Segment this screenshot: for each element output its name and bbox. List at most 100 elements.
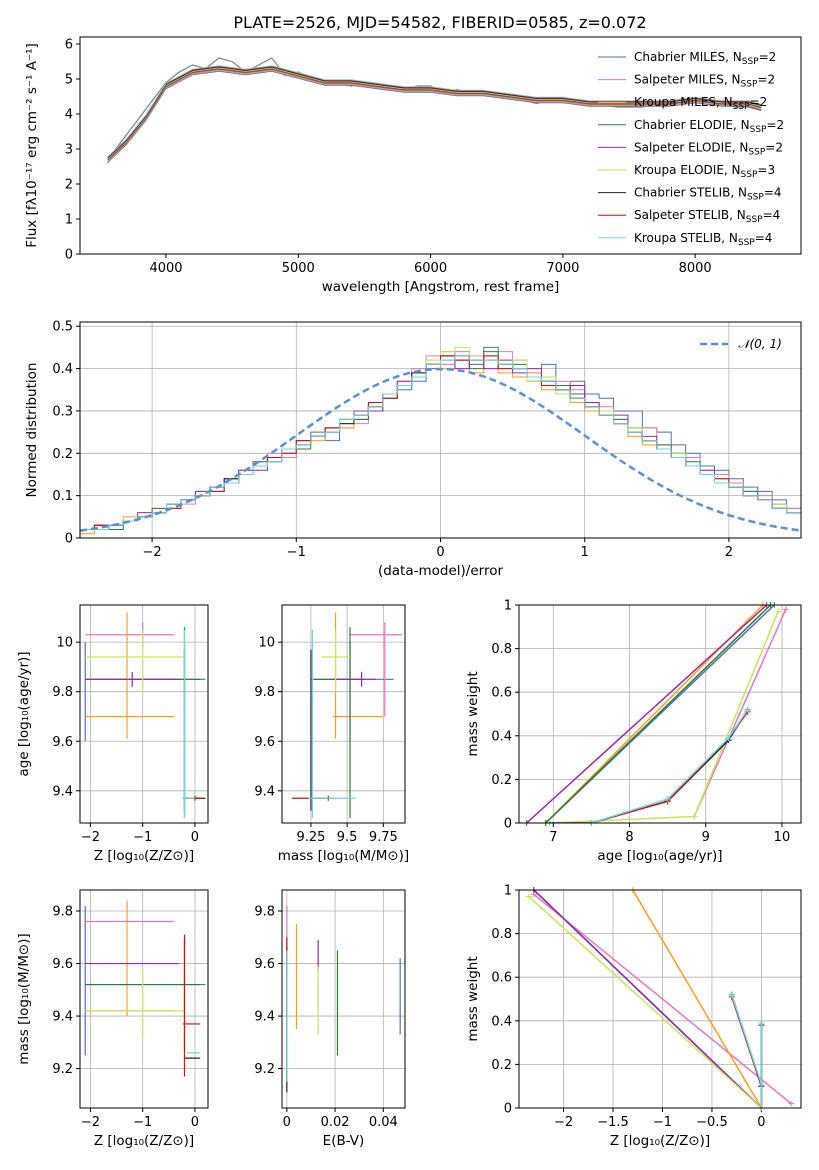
y-tick-label: 9.4: [52, 784, 73, 799]
x-tick-label: 9.75: [369, 830, 398, 845]
legend-nssp: =4: [764, 186, 782, 200]
data-point: [85, 629, 185, 692]
data-point: [182, 629, 195, 819]
x-tick-label: 8000: [679, 261, 712, 276]
model-spectrum-line: [107, 70, 762, 162]
series-line: [545, 605, 772, 823]
y-tick-label: 0.4: [52, 362, 73, 377]
x-axis-label: age [log₁₀(age/yr)]: [597, 848, 722, 864]
y-tick-label: 0.6: [491, 971, 512, 986]
series-line: [533, 890, 762, 1108]
y-tick-label: 0: [65, 532, 73, 547]
legend-label: Kroupa ELODIE, NSSP=3: [634, 163, 775, 180]
legend-nssp: =2: [759, 50, 777, 64]
legend-nssp: =4: [755, 231, 773, 245]
x-tick-label: 0.02: [321, 1115, 350, 1130]
series-marker: [782, 606, 789, 613]
legend-label: Salpeter MILES, NSSP=2: [634, 73, 775, 90]
x-axis-label: wavelength [Angstrom, rest frame]: [322, 279, 560, 295]
legend-label: Chabrier ELODIE, NSSP=2: [634, 118, 784, 135]
legend-subscript: SSP: [741, 80, 758, 90]
series-line: [693, 609, 787, 817]
y-tick-label: 0.8: [491, 642, 512, 657]
y-tick-label: 0.1: [52, 489, 73, 504]
y-tick-label: 0.3: [52, 404, 73, 419]
axes-frame: [79, 321, 802, 539]
axes-frame: [281, 604, 406, 824]
axes-frame: [79, 889, 209, 1109]
x-tick-label: 8: [625, 830, 633, 845]
legend-label: Kroupa STELIB, NSSP=4: [634, 231, 772, 248]
x-tick-label: 2: [725, 545, 733, 560]
x-tick-label: −1: [133, 1115, 152, 1130]
age-vs-mass-panel: 9.25 9.5 9.75 9.4 9.6 9.8 10 mass [log₁₀(M/M⊙)]: [254, 604, 409, 864]
y-tick-label: 1: [504, 884, 512, 899]
y-tick-label: 5: [65, 73, 73, 88]
legend-subscript: SSP: [747, 193, 764, 203]
x-tick-label: 0: [757, 1115, 765, 1130]
x-tick-label: 0: [436, 545, 444, 560]
data-point: [85, 968, 185, 1038]
legend-subscript: SSP: [733, 102, 750, 112]
y-tick-label: 0: [504, 1102, 512, 1117]
y-tick-label: 9.2: [52, 1062, 73, 1077]
x-tick-label: 9.5: [337, 830, 358, 845]
axes-frame: [79, 604, 209, 824]
legend-subscript: SSP: [750, 125, 767, 135]
y-tick-label: 9.8: [52, 685, 73, 700]
gaussian-legend-label: 𝒩(0, 1): [738, 337, 782, 351]
legend-nssp: =2: [765, 140, 783, 154]
spectrum-legend: Chabrier MILES, NSSP=2 Salpeter MILES, NS…: [598, 50, 784, 248]
data-point: [85, 671, 180, 687]
x-axis-label: (data-model)/error: [378, 563, 504, 579]
y-tick-label: 9.4: [254, 784, 275, 799]
data-point: [308, 629, 356, 819]
x-axis-label: E(B-V): [323, 1133, 365, 1149]
y-tick-label: 9.6: [52, 957, 73, 972]
y-tick-label: 0: [504, 817, 512, 832]
mass-weight-vs-age-panel: 7 8 9 10 0 0.2 0.4 0.6 0.8 1 age [log₁₀(age/yr)] ma…: [465, 599, 802, 864]
x-tick-label: 7000: [546, 261, 579, 276]
y-axis-label: mass weight: [465, 956, 481, 1041]
model-spectrum-line: [107, 66, 762, 159]
axes-frame: [79, 36, 802, 255]
y-tick-label: 1: [504, 599, 512, 614]
axes-frame: [281, 889, 406, 1109]
mass-vs-EBV-panel: 0 0.02 0.04 9.2 9.4 9.6 9.8 E(B-V): [254, 889, 406, 1149]
model-spectrum-line: [107, 65, 762, 158]
y-tick-label: 9.8: [52, 905, 73, 920]
x-tick-label: 0: [191, 830, 199, 845]
series-line: [731, 994, 763, 1108]
model-spectrum-line: [107, 70, 762, 163]
y-tick-label: 0.4: [491, 729, 512, 744]
axes-frame: [518, 889, 802, 1109]
y-axis-label: Flux [fλ10⁻¹⁷ erg cm⁻² s⁻¹ A⁻¹]: [24, 43, 40, 248]
y-tick-label: 9.6: [254, 957, 275, 972]
y-tick-label: 3: [65, 143, 73, 158]
model-spectrum-line: [107, 65, 762, 158]
x-tick-label: −1: [287, 545, 306, 560]
x-tick-label: 0.04: [369, 1115, 398, 1130]
series-marker: [788, 1100, 795, 1107]
series-marker: [744, 706, 751, 713]
legend-nssp: =4: [763, 208, 781, 222]
series-marker: [775, 608, 782, 615]
legend-nssp: =2: [750, 95, 768, 109]
model-spectrum-line: [107, 67, 762, 160]
x-tick-label: 7: [549, 830, 557, 845]
y-tick-label: 6: [65, 38, 73, 53]
y-tick-label: 9.6: [52, 735, 73, 750]
legend-subscript: SSP: [741, 170, 758, 180]
legend-label: Salpeter STELIB, NSSP=4: [634, 208, 780, 225]
model-spectrum-line: [107, 69, 762, 162]
data-point: [182, 934, 201, 1077]
legend-subscript: SSP: [746, 215, 763, 225]
series-marker: [691, 813, 698, 820]
series-line: [533, 893, 792, 1105]
legend-nssp: =2: [766, 118, 784, 132]
series-marker: [758, 1019, 765, 1026]
series-line: [632, 890, 763, 1108]
spectrum-panel: 4000 5000 6000 7000 8000 0 1 2 3 4 5 6 wavelength [A…: [24, 36, 802, 295]
